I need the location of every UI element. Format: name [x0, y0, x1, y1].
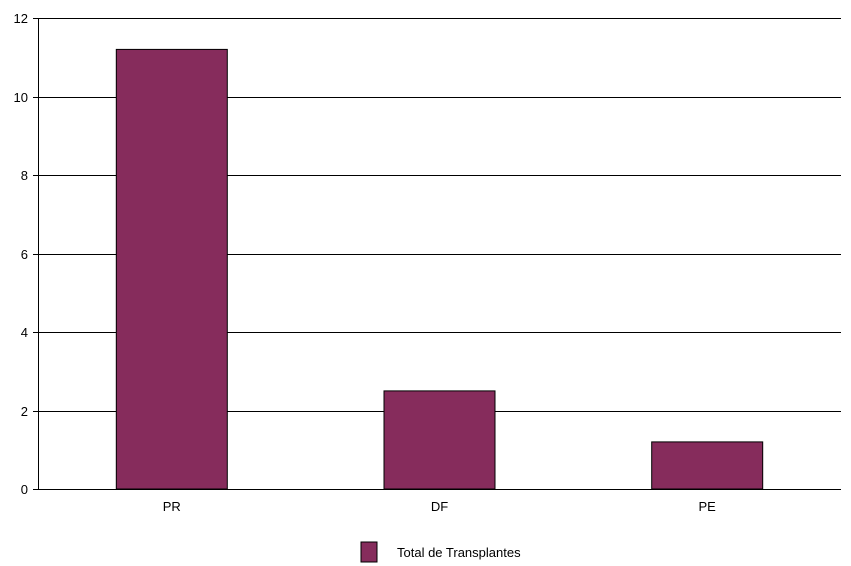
x-tick-label: PR	[163, 499, 181, 514]
y-tick-label: 4	[21, 325, 28, 340]
y-tick-label: 10	[14, 90, 28, 105]
legend-swatch	[360, 541, 378, 563]
axes	[33, 18, 841, 490]
x-tick-label: PE	[699, 499, 717, 514]
y-tick-label: 0	[21, 482, 28, 497]
bar-df	[383, 390, 496, 490]
bar-pr	[115, 48, 228, 490]
y-tick-label: 2	[21, 404, 28, 419]
bars	[115, 48, 764, 490]
y-tick-label: 8	[21, 168, 28, 183]
y-tick-label: 12	[14, 11, 28, 26]
x-tick-labels: PR DF PE	[163, 499, 716, 514]
y-tick-labels: 0 2 4 6 8 10 12	[14, 11, 28, 497]
legend-label: Total de Transplantes	[397, 545, 521, 560]
x-tick-label: DF	[431, 499, 448, 514]
legend: Total de Transplantes	[360, 541, 521, 563]
bar-pe	[651, 441, 764, 490]
y-tick-label: 6	[21, 247, 28, 262]
